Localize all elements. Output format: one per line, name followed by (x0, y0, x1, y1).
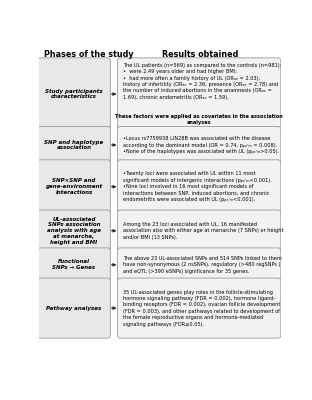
Text: The UL patients (n=569) as compared to the controls (n=981):
•  were 2.49 years : The UL patients (n=569) as compared to t… (123, 63, 281, 100)
FancyBboxPatch shape (118, 210, 281, 252)
Text: SNP×SNP and
gene-environment
interactions: SNP×SNP and gene-environment interaction… (46, 178, 103, 195)
FancyBboxPatch shape (118, 126, 281, 164)
FancyBboxPatch shape (38, 278, 110, 338)
Text: Functional
SNPs → Genes: Functional SNPs → Genes (52, 260, 95, 270)
FancyBboxPatch shape (118, 160, 281, 214)
Text: Among the 23 loci associated with UL, 16 manifested
association also with either: Among the 23 loci associated with UL, 16… (123, 222, 283, 240)
FancyBboxPatch shape (38, 126, 110, 164)
Text: Phases of the study: Phases of the study (44, 50, 134, 59)
Text: UL-associated
SNPs association
analysis with age
at menarche,
height and BMI: UL-associated SNPs association analysis … (47, 217, 101, 245)
FancyBboxPatch shape (118, 248, 281, 282)
FancyBboxPatch shape (38, 58, 110, 130)
Text: These factors were applied as covariates in the association
analyses: These factors were applied as covariates… (115, 114, 283, 125)
Text: 35 UL-associated genes play roles in the follicle-stimulating
hormone signaling : 35 UL-associated genes play roles in the… (123, 290, 280, 327)
FancyBboxPatch shape (38, 248, 110, 282)
Text: Study participants
characteristics: Study participants characteristics (45, 89, 103, 100)
Text: SNP and haplotype
association: SNP and haplotype association (44, 140, 104, 150)
FancyBboxPatch shape (118, 278, 281, 338)
Text: The above 23 UL-associated SNPs and 514 SNPs linked to them
have non-synonymous : The above 23 UL-associated SNPs and 514 … (123, 256, 282, 274)
FancyBboxPatch shape (38, 210, 110, 252)
FancyBboxPatch shape (118, 58, 281, 130)
Text: •Locus rs7759938 LIN28B was associated with the disease
according to the dominan: •Locus rs7759938 LIN28B was associated w… (123, 136, 279, 154)
FancyBboxPatch shape (38, 160, 110, 214)
Text: •Twenty loci were associated with UL within 11 most
significant models of interg: •Twenty loci were associated with UL wit… (123, 172, 272, 202)
Text: Results obtained: Results obtained (162, 50, 238, 59)
Text: Pathway analyses: Pathway analyses (46, 306, 102, 311)
